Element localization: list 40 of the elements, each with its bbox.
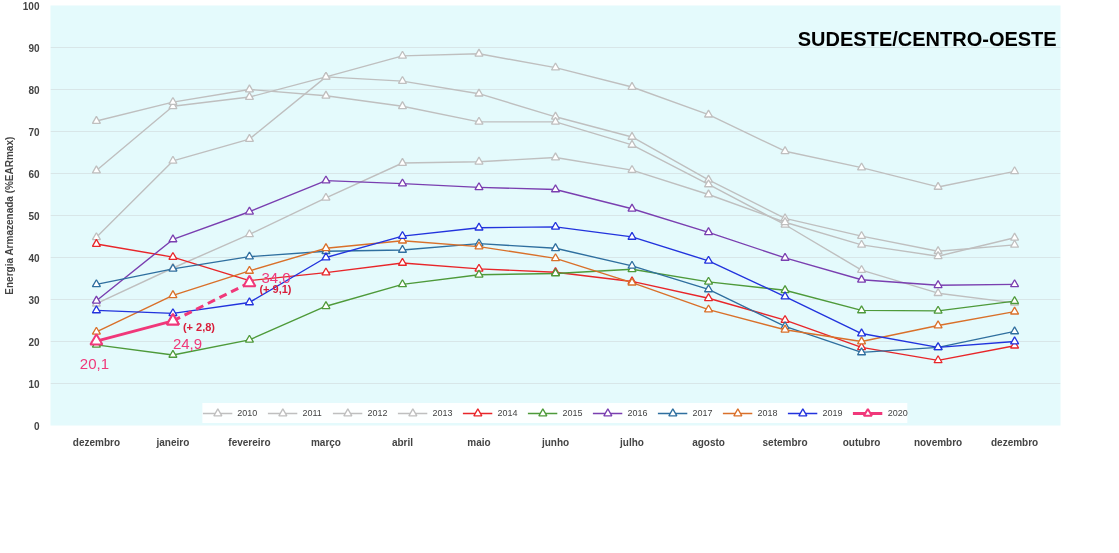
legend-label: 2011 xyxy=(302,408,323,418)
x-tick-label: outubro xyxy=(842,436,881,448)
x-tick-label: novembro xyxy=(913,436,963,448)
y-tick-label: 70 xyxy=(28,126,40,138)
data-label: 20,1 xyxy=(79,355,110,373)
x-tick-label: fevereiro xyxy=(228,436,271,448)
x-tick-label: setembro xyxy=(762,436,808,448)
y-tick-label: 20 xyxy=(28,336,40,348)
x-tick-label: abril xyxy=(391,436,414,448)
y-axis-title: Energia Armazenada (%EARmax) xyxy=(3,136,15,295)
x-tick-label: dezembro xyxy=(990,436,1039,448)
legend-label: 2015 xyxy=(562,408,583,418)
legend-label: 2017 xyxy=(692,408,713,418)
data-label: 24,9 xyxy=(172,334,203,352)
annotation: (+ 2,8) xyxy=(182,320,216,333)
y-tick-label: 10 xyxy=(28,378,40,390)
y-tick-label: 30 xyxy=(28,294,40,306)
x-tick-label: maio xyxy=(467,436,491,448)
x-tick-label: agosto xyxy=(692,436,725,448)
x-tick-label: junho xyxy=(540,436,570,448)
legend-label: 2010 xyxy=(237,408,258,418)
legend-label: 2012 xyxy=(367,408,388,418)
y-tick-label: 90 xyxy=(28,42,40,54)
x-tick-label: julho xyxy=(619,436,644,448)
y-tick-label: 50 xyxy=(28,210,40,222)
y-tick-label: 60 xyxy=(28,168,40,180)
y-tick-label: 0 xyxy=(33,420,40,432)
legend-label: 2013 xyxy=(432,408,453,418)
x-tick-label: março xyxy=(310,436,341,448)
legend-label: 2020 xyxy=(887,408,908,418)
legend-label: 2014 xyxy=(497,408,518,418)
text: SUDESTE/CENTRO-OESTE xyxy=(797,27,1057,50)
x-tick-label: janeiro xyxy=(155,436,190,448)
x-tick-label: dezembro xyxy=(72,436,121,448)
legend-label: 2019 xyxy=(822,408,843,418)
legend-label: 2016 xyxy=(627,408,648,418)
y-tick-label: 100 xyxy=(22,0,40,12)
legend-label: 2018 xyxy=(757,408,778,418)
y-tick-label: 40 xyxy=(28,252,40,264)
y-tick-label: 80 xyxy=(28,84,40,96)
